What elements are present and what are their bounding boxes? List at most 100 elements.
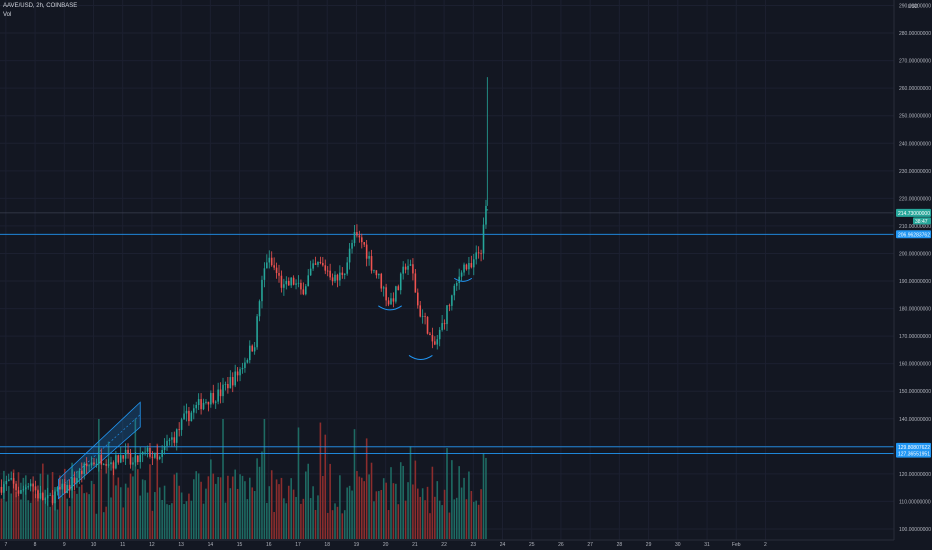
time-axis[interactable]: 7 8 9 10 11 12 13 14 15 16 17 18 19 20 21 22 23 24 25 26 27 2… bbox=[4, 542, 767, 548]
price-tick-label: 200.00000000 bbox=[899, 251, 931, 257]
candle-body bbox=[297, 282, 300, 284]
arc-drawing[interactable] bbox=[408, 354, 433, 360]
candle-body bbox=[132, 462, 134, 465]
candle-body bbox=[224, 383, 227, 385]
candle-body bbox=[61, 483, 64, 490]
candle-body bbox=[105, 464, 107, 466]
time-tick-label: 22 bbox=[441, 542, 447, 548]
volume-bar bbox=[137, 469, 139, 539]
candle-body bbox=[431, 335, 434, 342]
price-tick-label: 170.00000000 bbox=[899, 334, 931, 340]
volume-bar bbox=[375, 491, 378, 539]
candle-body bbox=[363, 242, 366, 245]
volume-bar bbox=[460, 487, 463, 539]
candle-body bbox=[455, 282, 458, 286]
candle-body bbox=[477, 252, 480, 254]
level-price-badge bbox=[896, 230, 931, 239]
price-tick-label: 220.00000000 bbox=[899, 196, 931, 202]
candle-body bbox=[17, 490, 20, 494]
candle-body bbox=[10, 478, 12, 480]
candle-body bbox=[375, 270, 378, 276]
candle-body bbox=[283, 284, 285, 288]
candle-body bbox=[399, 273, 402, 291]
volume-bar bbox=[317, 495, 319, 539]
volume-bar bbox=[42, 463, 44, 539]
volume-bar bbox=[188, 493, 190, 539]
candle-body bbox=[251, 345, 254, 352]
candle-body bbox=[134, 455, 137, 463]
volume-bar bbox=[268, 486, 271, 539]
volume-bar bbox=[414, 460, 417, 539]
level-price-label: 129.80807622 bbox=[898, 445, 930, 451]
volume-bar bbox=[98, 419, 100, 539]
volume-bar bbox=[149, 464, 151, 539]
candle-body bbox=[451, 295, 453, 306]
candle-body bbox=[137, 455, 139, 463]
channel-midline[interactable] bbox=[58, 414, 141, 490]
volume-bar bbox=[85, 492, 88, 539]
arc-drawing[interactable] bbox=[378, 305, 403, 311]
volume-bar bbox=[32, 485, 34, 539]
volume-bar bbox=[22, 477, 25, 539]
price-tick-label: 210.00000000 bbox=[899, 224, 931, 230]
volume-bar bbox=[446, 448, 448, 539]
volume-bar bbox=[261, 451, 263, 539]
volume-bar bbox=[10, 493, 12, 539]
candle-body bbox=[171, 437, 173, 440]
volume-bar bbox=[185, 501, 188, 539]
volume-bar bbox=[429, 513, 431, 539]
volume-bar bbox=[129, 473, 132, 539]
candle-body bbox=[63, 483, 66, 494]
candle-body bbox=[78, 470, 81, 479]
spike-candle-body bbox=[486, 209, 489, 211]
candle-body bbox=[115, 455, 117, 469]
price-tick-label: 250.00000000 bbox=[899, 114, 931, 120]
volume-bar bbox=[292, 489, 295, 539]
candle-body bbox=[256, 316, 258, 348]
candle-body bbox=[12, 478, 15, 484]
volume-bar bbox=[17, 472, 20, 539]
horizontal-levels[interactable] bbox=[0, 212, 894, 455]
volume-bar bbox=[56, 509, 59, 539]
volume-bar bbox=[66, 498, 68, 539]
volume-bar bbox=[253, 491, 256, 539]
volume-bar bbox=[71, 462, 73, 539]
candle-body bbox=[480, 253, 482, 255]
volume-indicator-label[interactable]: Vol bbox=[3, 12, 12, 18]
time-tick-label: 27 bbox=[587, 542, 593, 548]
candle-body bbox=[239, 369, 241, 376]
candle-body bbox=[414, 273, 417, 293]
arc-drawing[interactable] bbox=[454, 277, 473, 282]
volume-bar bbox=[426, 486, 429, 539]
volume-bar bbox=[112, 465, 115, 539]
volume-bar bbox=[368, 474, 370, 539]
time-tick-label: 30 bbox=[675, 542, 681, 548]
volume-bar bbox=[351, 490, 353, 539]
time-tick-label: 18 bbox=[324, 542, 330, 548]
volume-bar bbox=[88, 494, 90, 539]
candle-body bbox=[141, 452, 144, 455]
candle-body bbox=[190, 412, 193, 422]
price-tick-label: 140.00000000 bbox=[899, 417, 931, 423]
arc-drawings[interactable] bbox=[378, 277, 473, 360]
candle-body bbox=[324, 265, 327, 271]
candle-body bbox=[124, 449, 127, 459]
candle-body bbox=[322, 262, 324, 266]
symbol-title[interactable]: AAVE/USD, 2h, COINBASE bbox=[3, 3, 78, 9]
candle-body bbox=[151, 456, 154, 458]
candle-body bbox=[219, 389, 222, 397]
volume-bar bbox=[246, 499, 249, 539]
volume-bar bbox=[402, 465, 404, 539]
candle-body bbox=[331, 277, 334, 282]
volume-bar bbox=[314, 509, 317, 539]
candle-body bbox=[20, 490, 22, 494]
candle-body bbox=[426, 316, 429, 334]
volume-bar bbox=[278, 484, 280, 539]
candle-body bbox=[468, 263, 470, 270]
time-tick-label: 10 bbox=[91, 542, 97, 548]
volume-bar bbox=[468, 471, 470, 539]
volume-bar bbox=[363, 481, 366, 539]
volume-bar bbox=[397, 504, 400, 539]
price-tick-label: 120.00000000 bbox=[899, 472, 931, 478]
